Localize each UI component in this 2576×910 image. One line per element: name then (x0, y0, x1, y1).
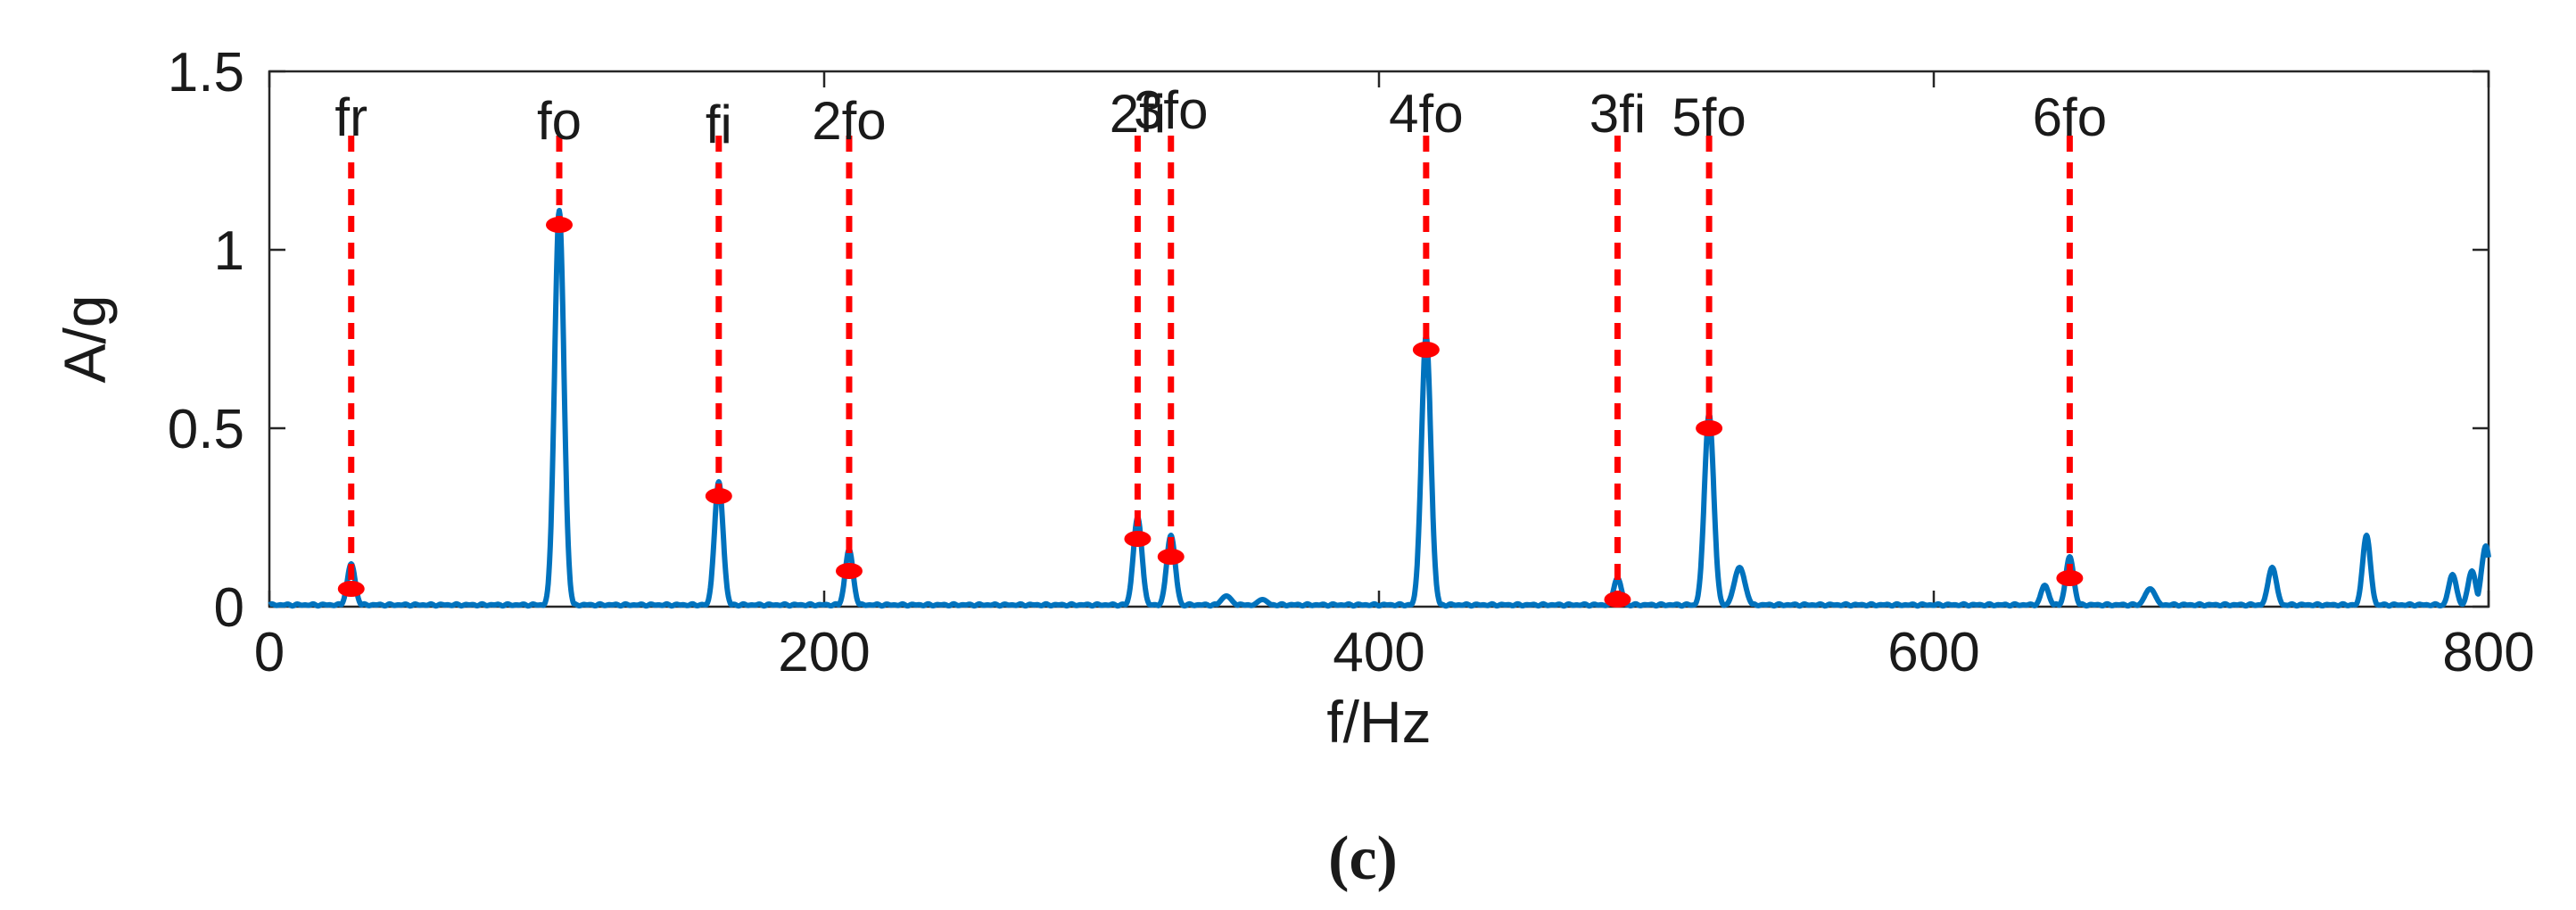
marker-fi: fi (705, 95, 732, 504)
marker-dot (835, 563, 863, 579)
marker-3fo: 3fo (1134, 80, 1208, 565)
marker-label: 3fi (1589, 84, 1646, 144)
x-axis-label: f/Hz (1326, 689, 1431, 755)
marker-label: fi (706, 95, 732, 154)
marker-6fo: 6fo (2033, 87, 2107, 586)
marker-label: 6fo (2033, 87, 2107, 147)
marker-dot (1696, 420, 1723, 436)
marker-dot (545, 217, 573, 233)
y-tick-label: 1 (214, 220, 244, 282)
marker-label: 5fo (1672, 87, 1746, 147)
marker-dot (337, 581, 365, 597)
marker-2fi: 2fi (1110, 84, 1166, 547)
y-axis-ticks: 0 0.5 1 1.5 (168, 42, 2489, 639)
marker-dot (1604, 592, 1631, 608)
x-tick-label: 0 (254, 622, 285, 683)
marker-5fo: 5fo (1672, 87, 1746, 436)
marker-2fo: 2fo (812, 91, 887, 579)
y-axis-label: A/g (52, 294, 118, 383)
x-tick-label: 800 (2442, 622, 2534, 683)
marker-dot (1124, 531, 1152, 547)
marker-dot (1157, 549, 1185, 565)
marker-label: 3fo (1134, 80, 1208, 140)
x-tick-label: 200 (778, 622, 870, 683)
y-tick-label: 1.5 (168, 42, 244, 103)
marker-fo: fo (537, 91, 582, 233)
marker-4fo: 4fo (1389, 84, 1464, 358)
figure-caption: (c) (1328, 824, 1398, 893)
marker-label: 2fo (812, 91, 886, 151)
marker-label: 2fi (1110, 84, 1166, 144)
marker-label: fr (334, 87, 367, 147)
y-tick-label: 0 (214, 577, 244, 639)
marker-3fi: 3fi (1589, 84, 1646, 608)
plot-area (268, 70, 2490, 608)
marker-dot (705, 488, 732, 504)
spectrum-line (267, 208, 2491, 609)
marker-dot (2056, 570, 2084, 586)
marker-label: fo (537, 91, 582, 151)
marker-fr: fr (334, 87, 367, 597)
x-axis-ticks: 0 200 400 600 800 (254, 71, 2535, 683)
x-tick-label: 600 (1887, 622, 1979, 683)
marker-label: 4fo (1389, 84, 1463, 144)
marker-dot (1412, 342, 1440, 358)
y-tick-label: 0.5 (168, 399, 244, 460)
x-tick-label: 400 (1333, 622, 1424, 683)
